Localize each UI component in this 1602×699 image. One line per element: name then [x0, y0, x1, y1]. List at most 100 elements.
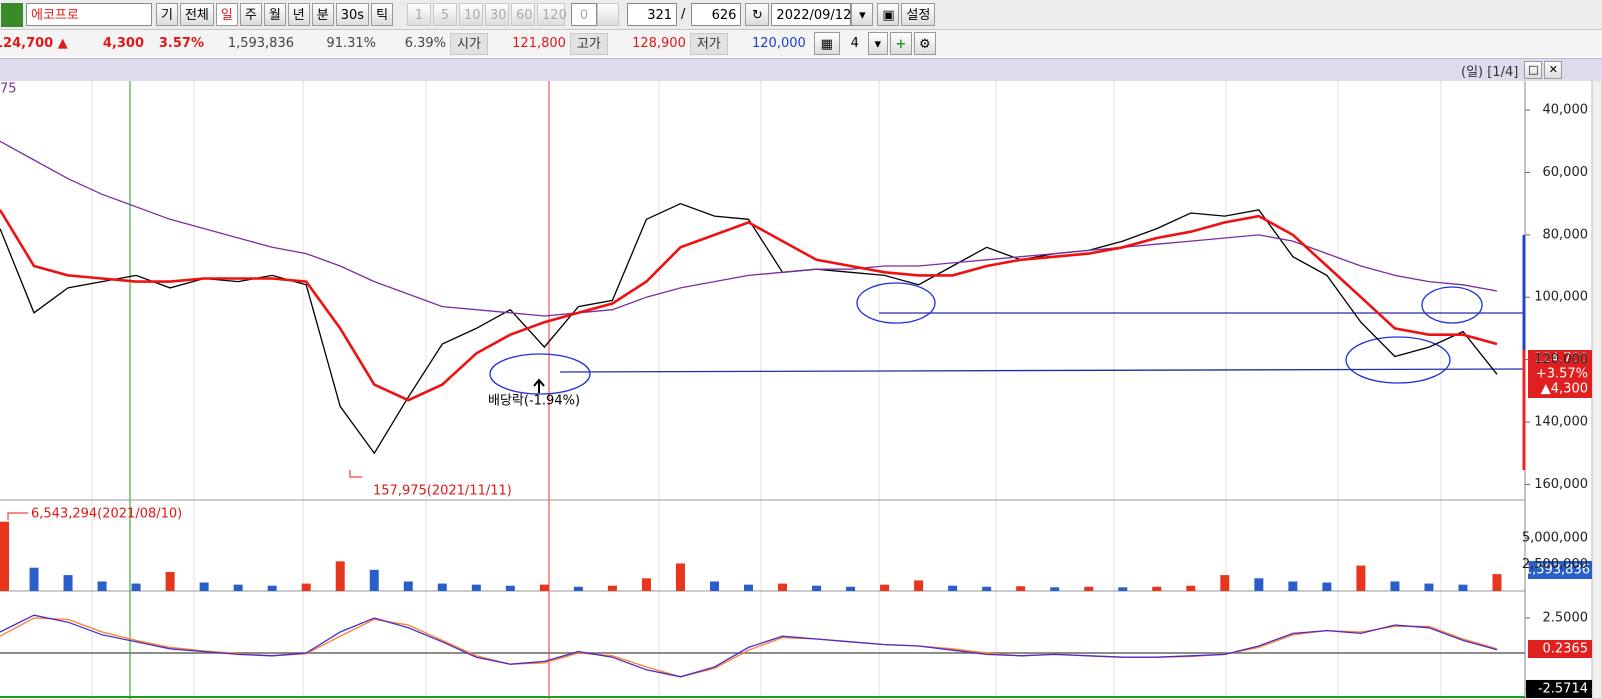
annotation: 배당락(-1.94%) — [488, 394, 580, 409]
period-button[interactable]: 틱 — [371, 3, 394, 26]
open: 121,800 — [512, 36, 566, 51]
period-button[interactable]: 월 — [263, 3, 286, 26]
price-arrow: ▲ — [57, 36, 68, 51]
volume-bar — [0, 521, 9, 591]
badge-text: ▲4,300 — [1541, 382, 1588, 397]
offset-input: 0 — [571, 3, 598, 26]
close-button[interactable]: ✕ — [1544, 61, 1563, 79]
volume-bar — [1152, 586, 1162, 591]
high: 128,900 — [632, 36, 686, 51]
tick-bg — [1526, 679, 1592, 698]
volume-bar — [1254, 578, 1264, 591]
grid — [91, 80, 1442, 699]
period-button[interactable]: 일 — [215, 3, 238, 26]
price-value: 124,700 — [0, 36, 54, 51]
vol-ratio: 91.31% — [326, 36, 376, 51]
volume-bar — [1084, 586, 1094, 591]
separator: / — [681, 7, 686, 22]
interval-button: 120 — [537, 3, 567, 26]
total-input[interactable]: 626 — [691, 3, 742, 26]
stock-icon[interactable] — [1, 2, 23, 27]
y-tick-label: 120,000 — [1534, 352, 1588, 367]
refresh-button[interactable]: ↻ — [745, 3, 770, 26]
volume-bar — [301, 583, 311, 591]
volume-bar — [1050, 587, 1060, 591]
layout-icon[interactable]: ▦ — [813, 32, 840, 55]
period-button[interactable]: 기 — [156, 3, 178, 26]
turnover: 6.39% — [404, 36, 446, 51]
volume-bar — [607, 585, 617, 591]
volume-badge — [1528, 561, 1592, 579]
volume-bar — [335, 561, 345, 591]
badge-text: 124,700 — [1534, 352, 1588, 367]
date-input[interactable]: 2022/09/12 — [771, 3, 852, 26]
volume-bar — [1356, 565, 1366, 591]
volume-bar — [131, 583, 141, 591]
volume-bar — [573, 586, 583, 591]
y-tick-label: 40,000 — [1543, 103, 1589, 118]
arrow-icon — [533, 378, 545, 393]
volume-bar — [165, 571, 175, 591]
count-input[interactable]: 321 — [627, 3, 678, 26]
y-tick-label: 2.5000 — [1543, 611, 1589, 626]
volume-bar — [641, 578, 651, 591]
scrollbar[interactable] — [1591, 79, 1602, 699]
volume-bar — [369, 569, 379, 591]
series-line — [0, 140, 1498, 317]
period-button[interactable]: 전체 — [179, 3, 214, 26]
layout-dropdown[interactable]: ▾ — [867, 32, 888, 55]
y-tick-label: 60,000 — [1543, 165, 1589, 180]
y-tick-label: 80,000 — [1543, 227, 1589, 242]
volume-bar — [1118, 587, 1128, 591]
low: 120,000 — [752, 36, 806, 51]
period-button[interactable]: 분 — [311, 3, 334, 26]
period-button[interactable]: 30s — [335, 3, 370, 26]
volume-bar — [744, 584, 753, 591]
volume-bar — [1186, 585, 1196, 591]
annotation: 157,975(2021/11/11) — [373, 484, 512, 499]
volume-bar — [948, 585, 958, 591]
volume-bar — [914, 580, 924, 591]
save-button[interactable]: ▣ — [877, 3, 900, 26]
low-label: 저가 — [689, 32, 728, 55]
interval-button: 5 — [433, 3, 458, 26]
price: 124,700 ▲ — [0, 36, 84, 51]
volume-bar — [880, 584, 890, 591]
interval-button: 1 — [407, 3, 432, 26]
date-dropdown[interactable]: ▾ — [851, 3, 874, 26]
volume-bar — [97, 581, 107, 591]
volume-bar — [505, 585, 515, 591]
annotation: 6,543,294(2021/08/10) — [31, 507, 182, 522]
add-button[interactable]: + — [889, 32, 912, 55]
y-tick-label: -2.5714 — [1538, 681, 1588, 696]
interval-button: 60 — [511, 3, 536, 26]
high-label: 고가 — [569, 32, 608, 55]
volume-bar — [1458, 584, 1468, 591]
volume-bar — [982, 586, 992, 591]
volume-bar — [63, 575, 73, 591]
corner-label: 75 — [0, 82, 17, 97]
config-button[interactable]: ⚙ — [913, 32, 936, 55]
volume-bar — [1492, 574, 1502, 591]
volume-bar — [1424, 583, 1434, 591]
stock-name[interactable]: 에코프로 — [26, 3, 152, 26]
series-line — [0, 614, 1498, 678]
interval-button: 30 — [485, 3, 510, 26]
volume-bar — [233, 584, 243, 591]
interval-button: 10 — [459, 3, 484, 26]
y-tick-label: 5,000,000 — [1522, 531, 1588, 546]
settings-button[interactable]: 설정 — [901, 3, 936, 26]
volume-bar — [709, 581, 719, 591]
period-button[interactable]: 년 — [287, 3, 310, 26]
period-button[interactable]: 주 — [239, 3, 262, 26]
osc-badge — [1528, 640, 1592, 658]
volume-bar — [267, 585, 277, 591]
toolbar: 에코프로 기 전체 일 주 월 년 분 30s 틱 1 5 10 30 60 1… — [0, 0, 1602, 30]
change-pct: 3.57% — [158, 36, 204, 51]
volume-bar — [812, 585, 822, 591]
spin — [597, 3, 620, 26]
volume-bar — [29, 567, 39, 591]
volume-bar — [199, 582, 209, 591]
y-tick-label: 160,000 — [1534, 477, 1588, 492]
maximize-button[interactable]: □ — [1524, 61, 1543, 79]
